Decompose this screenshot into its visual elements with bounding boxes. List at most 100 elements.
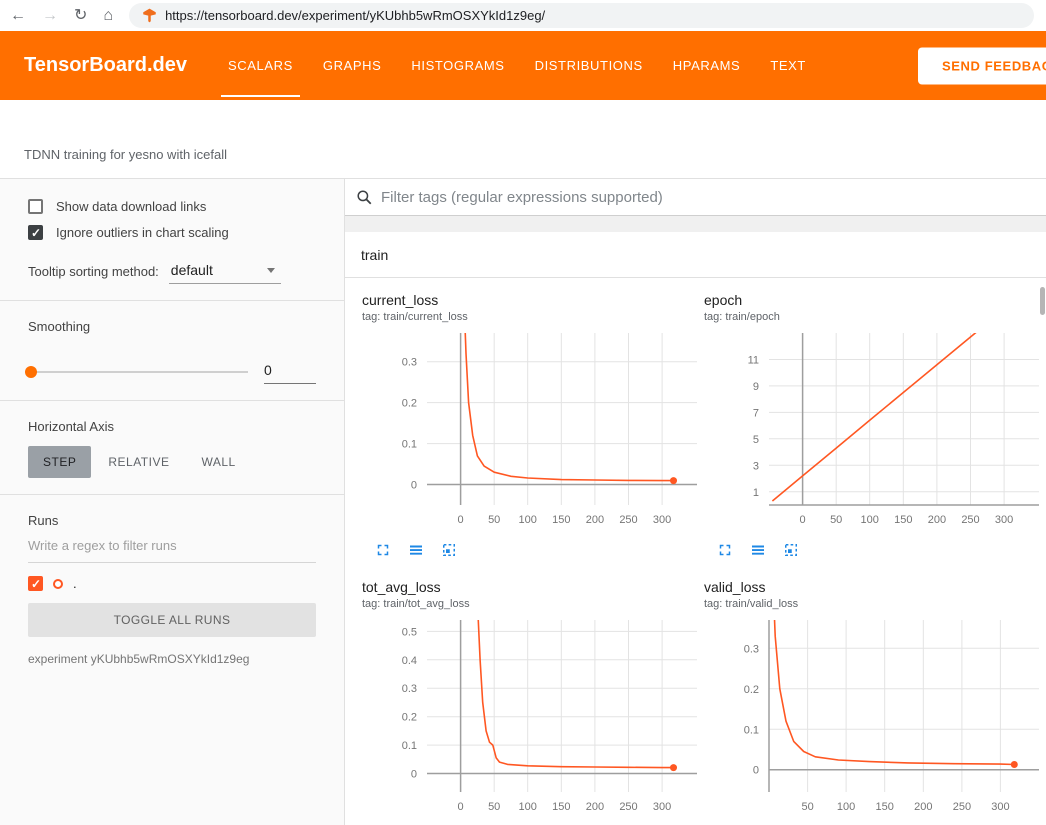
content: Show data download links Ignore outliers… xyxy=(0,179,1046,825)
ignore-outliers-checkbox[interactable] xyxy=(28,225,43,240)
chart-plot[interactable]: 0 0.1 0.2 0.3 0.4 0.5 0 50 100 150 200 250 300 xyxy=(362,612,699,822)
toggle-yaxis-icon[interactable] xyxy=(749,541,767,559)
browser-forward-icon[interactable]: → xyxy=(42,6,58,24)
smoothing-slider[interactable] xyxy=(25,366,248,378)
svg-text:300: 300 xyxy=(995,514,1013,526)
browser-chrome: ← → ↻ ⌂ https://tensorboard.dev/experime… xyxy=(0,0,1046,31)
show-download-links-checkbox[interactable] xyxy=(28,199,43,214)
send-feedback-button[interactable]: SEND FEEDBACK xyxy=(918,47,1046,84)
svg-text:11: 11 xyxy=(748,355,759,367)
scrollbar-thumb[interactable] xyxy=(1040,287,1045,315)
svg-text:100: 100 xyxy=(519,801,537,813)
ignore-outliers-checkbox-row[interactable]: Ignore outliers in chart scaling xyxy=(28,225,316,240)
charts-grid: current_loss tag: train/current_loss 0 0.… xyxy=(345,278,1046,825)
smoothing-slider-thumb[interactable] xyxy=(25,366,37,378)
svg-text:100: 100 xyxy=(519,514,537,526)
expand-chart-icon[interactable] xyxy=(374,541,392,559)
svg-text:0: 0 xyxy=(800,514,806,526)
svg-text:0: 0 xyxy=(411,769,417,781)
chart-tag: tag: train/epoch xyxy=(704,311,780,323)
tab-histograms[interactable]: HISTOGRAMS xyxy=(411,58,505,73)
group-header-train[interactable]: train xyxy=(345,232,1046,278)
toggle-yaxis-icon[interactable] xyxy=(407,541,425,559)
tab-text[interactable]: TEXT xyxy=(770,58,806,73)
show-download-links-checkbox-row[interactable]: Show data download links xyxy=(28,199,316,214)
smoothing-label: Smoothing xyxy=(28,319,91,334)
address-bar[interactable]: https://tensorboard.dev/experiment/yKUbh… xyxy=(129,3,1034,28)
browser-reload-icon[interactable]: ↻ xyxy=(74,6,88,24)
tab-hparams[interactable]: HPARAMS xyxy=(672,58,741,73)
run-list-item[interactable]: . xyxy=(28,576,316,591)
chart-plot[interactable]: 0 0.1 0.2 0.3 50 100 150 200 250 300 xyxy=(704,612,1041,822)
tab-distributions[interactable]: DISTRIBUTIONS xyxy=(534,58,643,73)
svg-text:0.2: 0.2 xyxy=(402,712,417,724)
svg-text:0: 0 xyxy=(753,765,759,777)
app-header: TensorBoard.dev SCALARS GRAPHS HISTOGRAM… xyxy=(0,31,1046,100)
svg-text:250: 250 xyxy=(961,514,979,526)
ignore-outliers-label: Ignore outliers in chart scaling xyxy=(56,225,229,240)
tensorboard-favicon xyxy=(142,8,157,23)
svg-text:200: 200 xyxy=(914,801,932,813)
svg-text:300: 300 xyxy=(653,514,671,526)
chart-tag: tag: train/current_loss xyxy=(362,311,468,323)
sidebar: Show data download links Ignore outliers… xyxy=(0,179,345,825)
tab-scalars[interactable]: SCALARS xyxy=(213,31,308,100)
svg-text:0: 0 xyxy=(458,801,464,813)
chart-title: tot_avg_loss xyxy=(362,579,441,595)
fit-domain-icon[interactable] xyxy=(440,541,458,559)
svg-text:100: 100 xyxy=(861,514,879,526)
svg-text:150: 150 xyxy=(894,514,912,526)
horizontal-axis-label: Horizontal Axis xyxy=(28,419,114,434)
browser-home-icon[interactable]: ⌂ xyxy=(103,6,114,24)
run-color-swatch-icon xyxy=(53,578,63,589)
svg-text:250: 250 xyxy=(619,514,637,526)
chart-toolbar xyxy=(374,541,699,559)
browser-back-icon[interactable]: ← xyxy=(10,6,26,24)
svg-text:300: 300 xyxy=(653,801,671,813)
smoothing-value-input[interactable] xyxy=(264,360,316,384)
chart-card-current-loss: current_loss tag: train/current_loss 0 0.… xyxy=(362,292,699,559)
tab-graphs[interactable]: GRAPHS xyxy=(322,58,382,73)
svg-text:7: 7 xyxy=(753,407,759,419)
svg-text:50: 50 xyxy=(801,801,813,813)
svg-text:0: 0 xyxy=(411,480,417,492)
run-name: . xyxy=(73,576,77,591)
chart-card-valid-loss: valid_loss tag: train/valid_loss 0 0.1 0.2… xyxy=(704,579,1041,825)
svg-text:0.2: 0.2 xyxy=(744,684,759,696)
svg-text:50: 50 xyxy=(488,801,500,813)
svg-text:150: 150 xyxy=(552,801,570,813)
run-checkbox[interactable] xyxy=(28,576,43,591)
axis-step-button[interactable]: STEP xyxy=(28,446,92,478)
svg-text:150: 150 xyxy=(552,514,570,526)
tooltip-sorting-select[interactable]: default xyxy=(168,260,281,284)
search-icon xyxy=(355,188,373,206)
runs-filter-input[interactable] xyxy=(28,528,316,563)
axis-wall-button[interactable]: WALL xyxy=(186,446,250,478)
svg-text:300: 300 xyxy=(991,801,1009,813)
chart-plot[interactable]: 0 0.1 0.2 0.3 0 50 100 150 200 250 300 xyxy=(362,325,699,535)
svg-text:250: 250 xyxy=(953,801,971,813)
chevron-down-icon xyxy=(266,267,275,273)
main-panel: train current_loss tag: train/current_lo… xyxy=(345,179,1046,825)
svg-text:150: 150 xyxy=(876,801,894,813)
url-text: https://tensorboard.dev/experiment/yKUbh… xyxy=(165,8,546,23)
tooltip-sorting-value: default xyxy=(170,262,213,278)
runs-label: Runs xyxy=(28,513,59,528)
tag-filter-bar xyxy=(345,179,1046,216)
svg-text:0.1: 0.1 xyxy=(402,439,417,451)
tag-filter-input[interactable] xyxy=(381,188,1036,206)
show-download-links-label: Show data download links xyxy=(56,199,207,214)
svg-text:0.5: 0.5 xyxy=(402,626,417,638)
chart-plot[interactable]: 1 3 5 7 9 11 0 50 100 150 200 250 300 xyxy=(704,325,1041,535)
axis-relative-button[interactable]: RELATIVE xyxy=(93,446,184,478)
chart-title: valid_loss xyxy=(704,579,766,595)
toggle-all-runs-button[interactable]: TOGGLE ALL RUNS xyxy=(28,603,316,637)
svg-text:0: 0 xyxy=(458,514,464,526)
app-logo[interactable]: TensorBoard.dev xyxy=(24,54,187,76)
fit-domain-icon[interactable] xyxy=(782,541,800,559)
svg-text:0.3: 0.3 xyxy=(402,683,417,695)
expand-chart-icon[interactable] xyxy=(716,541,734,559)
svg-text:9: 9 xyxy=(753,381,759,393)
svg-text:1: 1 xyxy=(753,487,759,499)
svg-text:50: 50 xyxy=(830,514,842,526)
